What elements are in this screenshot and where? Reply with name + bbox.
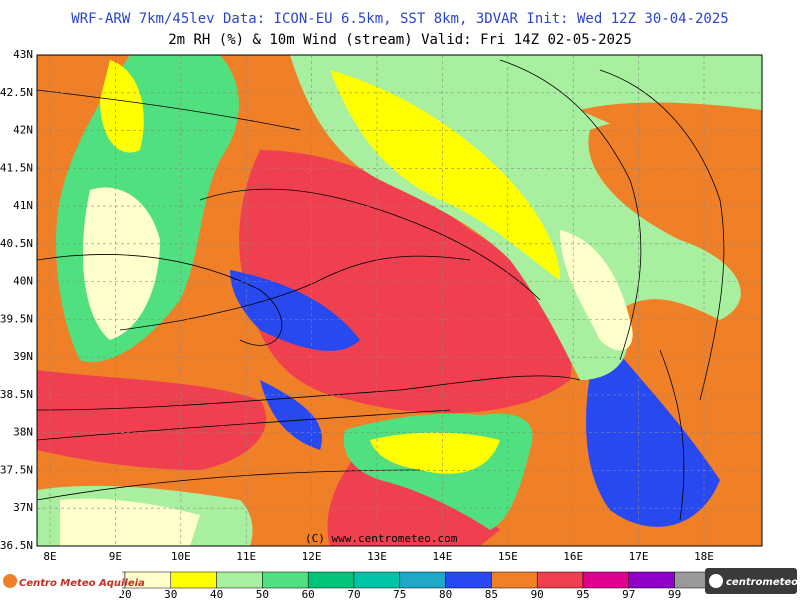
lon-label: 17E: [629, 550, 649, 563]
right-logo: centrometeo: [726, 577, 798, 588]
colorbar-segment: [262, 571, 309, 589]
lon-label: 8E: [43, 550, 56, 563]
left-logo-icon: [3, 574, 17, 588]
right-logo-icon: [709, 574, 723, 588]
right-logo-box: [705, 568, 797, 594]
lat-label: 38N: [13, 426, 33, 439]
lat-label: 40N: [13, 275, 33, 288]
colorbar-label: 80: [439, 588, 452, 600]
lat-label: 39N: [13, 350, 33, 363]
lat-label: 42.5N: [0, 86, 33, 99]
lat-label: 41.5N: [0, 161, 33, 174]
lon-label: 12E: [302, 550, 322, 563]
lon-label: 10E: [171, 550, 191, 563]
colorbar-segment: [307, 571, 355, 589]
watermark: (C) www.centrometeo.com: [305, 532, 458, 545]
colorbar-label: 30: [164, 588, 177, 600]
colorbar-label: 85: [485, 588, 498, 600]
map: [37, 55, 762, 546]
left-logo: Centro Meteo Aquileia: [19, 578, 145, 589]
colorbar-segment: [216, 571, 263, 589]
colorbar-label: 70: [347, 588, 360, 600]
colorbar-segment: [491, 571, 538, 589]
lon-label: 18E: [694, 550, 714, 563]
colorbar-segment: [353, 571, 401, 589]
lat-label: 37.5N: [0, 463, 33, 476]
colorbar-high: [674, 571, 707, 589]
lat-label: 43N: [13, 48, 33, 61]
colorbar-label: 95: [576, 588, 589, 600]
colorbar-label: 90: [531, 588, 544, 600]
colorbar-segment: [445, 571, 492, 589]
subtitle: 2m RH (%) & 10m Wind (stream) Valid: Fri…: [168, 32, 632, 48]
map-frame: [36, 54, 763, 547]
colorbar-label: 99: [668, 588, 681, 600]
lat-label: 42N: [13, 124, 33, 137]
lat-label: 39.5N: [0, 312, 33, 325]
lat-label: 41N: [13, 199, 33, 212]
colorbar-label: 40: [210, 588, 223, 600]
colorbar-label: 50: [256, 588, 269, 600]
left-logo-box: [2, 566, 122, 596]
colorbar-segment: [536, 571, 584, 589]
lon-label: 14E: [432, 550, 452, 563]
title: WRF-ARW 7km/45lev Data: ICON-EU 6.5km, S…: [71, 11, 728, 27]
colorbar-segment: [399, 571, 446, 589]
lat-label: 38.5N: [0, 388, 33, 401]
colorbar-segment: [628, 571, 675, 589]
lon-label: 11E: [236, 550, 256, 563]
lon-label: 15E: [498, 550, 518, 563]
lat-label: 36.5N: [0, 539, 33, 552]
lon-label: 16E: [563, 550, 583, 563]
colorbar-segment: [170, 571, 217, 589]
colorbar-segment: [582, 571, 630, 589]
colorbar-label: 75: [393, 588, 406, 600]
colorbar-label: 97: [622, 588, 635, 600]
lat-label: 40.5N: [0, 237, 33, 250]
colorbar-label: 60: [302, 588, 315, 600]
lat-label: 37N: [13, 501, 33, 514]
lon-label: 13E: [367, 550, 387, 563]
lon-label: 9E: [109, 550, 122, 563]
